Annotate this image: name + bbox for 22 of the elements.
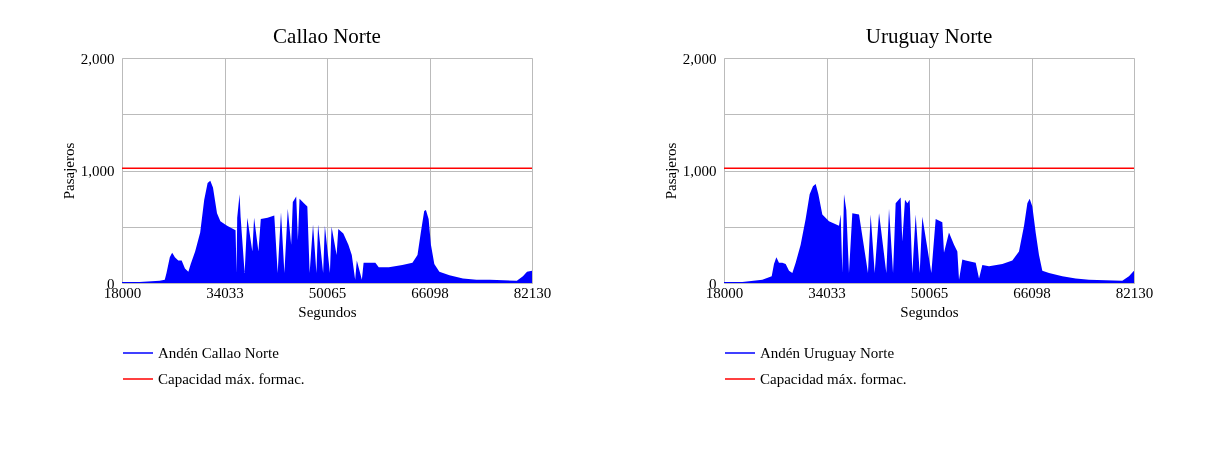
x-tick-label: 50065 [910, 284, 949, 301]
x-tick-label: 82130 [1115, 284, 1154, 301]
y-tick-label: 2,000 [80, 50, 115, 67]
x-axis-title: Segundos [298, 303, 357, 320]
chart-title: Callao Norte [273, 24, 381, 48]
y-axis-title: Pasajeros [662, 142, 679, 200]
legend-label: Andén Callao Norte [158, 345, 280, 361]
x-tick-label: 34033 [206, 284, 244, 301]
chart-title: Uruguay Norte [865, 24, 993, 48]
x-tick-label: 66098 [411, 284, 449, 301]
legend-label: Capacidad máx. formac. [158, 371, 305, 387]
legend-label: Andén Uruguay Norte [760, 345, 895, 361]
x-tick-label: 82130 [513, 284, 552, 301]
y-tick-label: 2,000 [682, 50, 717, 67]
x-tick-label: 50065 [308, 284, 347, 301]
x-axis-title: Segundos [900, 303, 959, 320]
legend-label: Capacidad máx. formac. [760, 371, 907, 387]
y-tick-label: 1,000 [682, 163, 717, 179]
y-tick-label: 1,000 [80, 163, 115, 179]
y-axis-title: Pasajeros [60, 142, 77, 200]
x-tick-label: 34033 [808, 284, 846, 301]
x-tick-label: 66098 [1013, 284, 1051, 301]
